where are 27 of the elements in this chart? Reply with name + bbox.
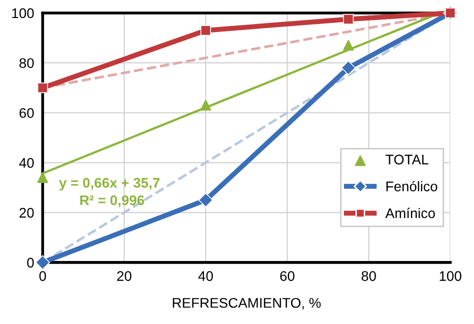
y-tick-label: 20 <box>20 208 34 218</box>
x-tick-label: 80 <box>362 271 376 281</box>
x-tick-label: 100 <box>440 271 462 281</box>
x-axis-title: REFRESCAMIENTO, % <box>172 298 321 310</box>
point <box>200 25 211 36</box>
point <box>343 14 354 24</box>
point <box>198 192 214 208</box>
x-tick-label: 40 <box>198 271 213 281</box>
point <box>341 60 356 76</box>
point <box>37 82 48 94</box>
point <box>35 255 50 270</box>
annotation: y = 0,66x + 35,7 <box>59 178 160 190</box>
y-tick-label: 100 <box>12 8 34 18</box>
y-tick-label: 80 <box>19 58 34 68</box>
y-tick-label: 60 <box>20 108 34 118</box>
x-tick-label: 60 <box>280 271 294 281</box>
y-tick-label: 0 <box>27 258 34 268</box>
point <box>200 100 212 111</box>
legend-label: Fenólico <box>386 180 438 192</box>
legend-label: Amínico <box>385 208 435 218</box>
y-tick-label: 40 <box>19 158 34 168</box>
annotation: R² = 0,996 <box>80 195 144 208</box>
legend-label: TOTAL <box>386 154 428 164</box>
point <box>37 172 48 183</box>
point <box>343 40 354 51</box>
x-tick-label: 0 <box>39 271 46 281</box>
x-tick-label: 20 <box>117 271 132 281</box>
